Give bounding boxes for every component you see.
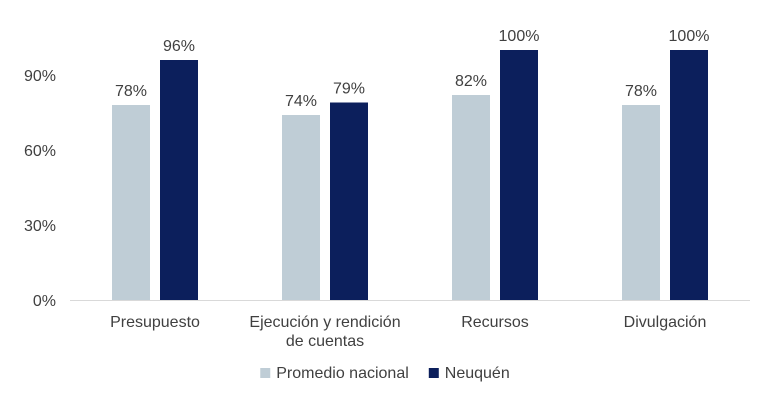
bar-neuquen <box>670 50 708 300</box>
y-tick-label: 30% <box>24 218 56 235</box>
y-tick-label: 60% <box>24 143 56 160</box>
bar-promedio-nacional <box>282 115 320 300</box>
bar-promedio-nacional <box>112 105 150 300</box>
data-label: 82% <box>455 73 487 90</box>
data-label: 78% <box>625 83 657 100</box>
category-label-line: Recursos <box>461 314 529 331</box>
bar-neuquen <box>160 60 198 300</box>
data-label: 78% <box>115 83 147 100</box>
category-label-line: Ejecución y rendición <box>249 314 400 331</box>
legend-swatch <box>260 368 271 378</box>
legend-label: Neuquén <box>445 365 510 382</box>
category-label: Ejecución y rendición de cuentas <box>249 314 400 350</box>
bar-neuquen <box>330 102 368 300</box>
data-labels: 78% 96% 74% 79% 82% 100% 78% 100% <box>115 28 709 110</box>
data-label: 79% <box>333 81 365 98</box>
category-label: Divulgación <box>624 314 707 331</box>
data-label: 100% <box>669 28 710 45</box>
category-label: Presupuesto <box>110 314 200 331</box>
legend-label: Promedio nacional <box>276 365 409 382</box>
legend: Promedio nacional Neuquén <box>260 365 510 382</box>
data-label: 100% <box>499 28 540 45</box>
category-labels: Presupuesto Ejecución y rendición de cuent… <box>110 314 706 350</box>
data-label: 74% <box>285 93 317 110</box>
category-label-line: de cuentas <box>286 333 364 350</box>
y-tick-label: 0% <box>33 293 56 310</box>
y-tick-label: 90% <box>24 68 56 85</box>
category-label-line: Divulgación <box>624 314 707 331</box>
bars <box>112 50 708 300</box>
category-label: Recursos <box>461 314 529 331</box>
legend-swatch <box>428 368 439 378</box>
bar-promedio-nacional <box>452 95 490 300</box>
y-axis-ticks: 0% 30% 60% 90% <box>24 68 56 310</box>
data-label: 96% <box>163 38 195 55</box>
category-label-line: Presupuesto <box>110 314 200 331</box>
bar-promedio-nacional <box>622 105 660 300</box>
bar-neuquen <box>500 50 538 300</box>
